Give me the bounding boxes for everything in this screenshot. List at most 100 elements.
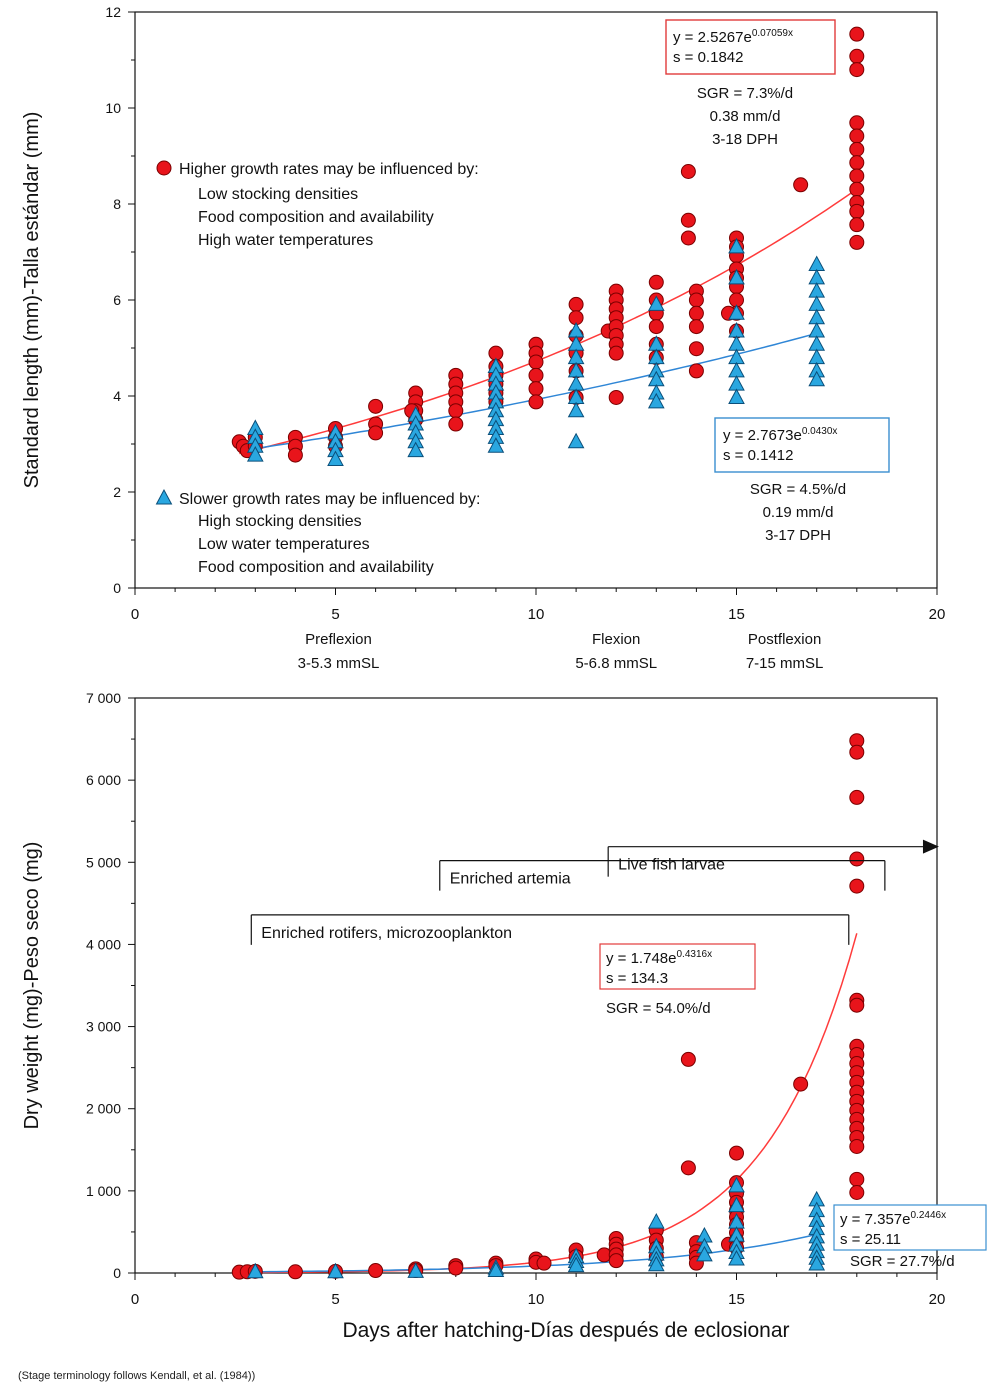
length-fast-point <box>849 181 865 197</box>
length-fast-point <box>680 230 696 246</box>
weight-slow-point <box>728 1176 745 1193</box>
length-fast-s: s = 0.1842 <box>673 49 743 66</box>
length-x-tick-label: 20 <box>929 606 946 623</box>
weight-fast-note: SGR = 54.0%/d <box>606 1000 711 1017</box>
length-fast-point <box>688 319 704 335</box>
weight-x-tick-label: 15 <box>728 1291 745 1308</box>
length-slow-point <box>407 441 425 458</box>
length-fast-point <box>849 26 865 42</box>
weight-fast-point <box>849 744 865 760</box>
length-fast-point <box>648 319 664 335</box>
length-x-tick-label: 5 <box>331 606 339 623</box>
weight-x-tick-label: 5 <box>331 1291 339 1308</box>
length-fast-point <box>688 363 704 379</box>
length-fast-point <box>528 367 544 383</box>
legend-slow-item: High stocking densities <box>198 513 362 530</box>
weight-slow-point <box>728 1196 745 1213</box>
stage-range-label: 7-15 mmSL <box>746 655 824 672</box>
length-slow-point <box>246 446 264 462</box>
length-slow-point <box>728 304 745 320</box>
length-slow-point <box>728 388 745 404</box>
weight-slow-point <box>407 1262 425 1278</box>
length-slow-note: 0.19 mm/d <box>763 504 834 521</box>
length-slow-point <box>647 392 665 409</box>
length-fast-point <box>608 345 624 361</box>
stage-range-label: 3-5.3 mmSL <box>298 655 380 672</box>
footnote: (Stage terminology follows Kendall, et a… <box>18 1370 256 1382</box>
legend-fast-marker <box>156 160 172 176</box>
weight-slow-s: s = 25.11 <box>840 1231 901 1248</box>
weight-slow-equation: y = 7.357e0.2446x <box>840 1210 946 1228</box>
length-slow-point <box>728 361 745 378</box>
length-slow-s: s = 0.1412 <box>723 447 793 464</box>
length-slow-point <box>808 321 826 338</box>
length-fast-point <box>448 416 464 432</box>
length-slow-point <box>808 255 826 272</box>
length-fast-point <box>648 274 664 290</box>
stage-range-label: 5-6.8 mmSL <box>575 655 657 672</box>
weight-fast-point <box>849 1139 865 1154</box>
length-y-tick-label: 6 <box>113 292 121 308</box>
length-slow-point <box>808 295 826 311</box>
length-y-tick-label: 2 <box>113 484 121 500</box>
length-x-tick-label: 0 <box>131 606 139 623</box>
weight-slow-point <box>327 1262 344 1279</box>
length-y-tick-label: 4 <box>113 388 121 404</box>
length-fast-point <box>849 62 865 78</box>
length-fast-point <box>528 394 544 410</box>
weight-fast-point <box>849 789 865 805</box>
length-fast-fit-curve <box>239 188 858 455</box>
weight-y-tick-label: 5 000 <box>86 854 121 870</box>
weight-fast-point <box>448 1260 464 1276</box>
length-y-axis-label: Standard length (mm)-Talla estándar (mm) <box>21 112 43 489</box>
length-slow-note: 3-17 DPH <box>765 527 831 544</box>
weight-fast-s: s = 134.3 <box>606 970 668 987</box>
weight-y-tick-label: 6 000 <box>86 772 121 788</box>
length-slow-point <box>728 237 745 254</box>
length-fast-point <box>688 305 704 321</box>
weight-y-tick-label: 7 000 <box>86 690 121 706</box>
weight-slow-equation-box <box>833 1204 987 1251</box>
length-slow-point <box>728 268 745 285</box>
length-slow-point <box>487 437 505 453</box>
length-fast-point <box>849 115 865 131</box>
length-fast-point <box>849 168 865 184</box>
feeding-arrowhead <box>922 839 939 854</box>
weight-fast-point <box>849 851 865 867</box>
length-fast-point <box>688 292 704 308</box>
weight-fast-point <box>849 997 865 1013</box>
weight-fast-point <box>680 1160 696 1176</box>
length-slow-note: SGR = 4.5%/d <box>750 481 846 498</box>
weight-fast-point <box>608 1253 624 1269</box>
legend-slow-item: Low water temperatures <box>198 536 370 553</box>
weight-slow-point <box>647 1255 665 1272</box>
length-x-tick-label: 15 <box>728 606 745 623</box>
feeding-label: Live fish larvae <box>618 857 725 874</box>
weight-y-tick-label: 0 <box>113 1265 121 1281</box>
length-fast-point <box>849 203 865 219</box>
legend-slow-title: Slower growth rates may be influenced by… <box>179 491 480 508</box>
length-slow-point <box>567 375 585 391</box>
weight-fast-point <box>793 1076 809 1092</box>
weight-y-axis-label: Dry weight (mg)-Peso seco (mg) <box>21 842 43 1130</box>
length-y-tick-label: 8 <box>113 196 121 212</box>
weight-slow-point <box>487 1261 505 1278</box>
weight-fast-point <box>849 878 865 894</box>
legend-fast-item: Low stocking densities <box>198 186 358 203</box>
length-x-tick-label: 10 <box>528 606 545 623</box>
stage-label: Postflexion <box>748 631 821 648</box>
weight-slow-point <box>647 1213 665 1229</box>
length-fast-point <box>849 141 865 157</box>
weight-y-tick-label: 1 000 <box>86 1183 121 1199</box>
legend-fast-title: Higher growth rates may be influenced by… <box>179 161 479 178</box>
weight-slow-note: SGR = 27.7%/d <box>850 1253 955 1270</box>
weight-slow-point <box>696 1245 713 1262</box>
length-fast-point <box>368 425 384 441</box>
legend-slow-item: Food composition and availability <box>198 559 434 576</box>
length-fast-point <box>528 381 544 397</box>
length-fast-point <box>849 217 865 233</box>
length-fast-equation: y = 2.5267e0.07059x <box>673 28 793 46</box>
weight-slow-point <box>567 1256 585 1273</box>
weight-x-tick-label: 20 <box>929 1291 946 1308</box>
